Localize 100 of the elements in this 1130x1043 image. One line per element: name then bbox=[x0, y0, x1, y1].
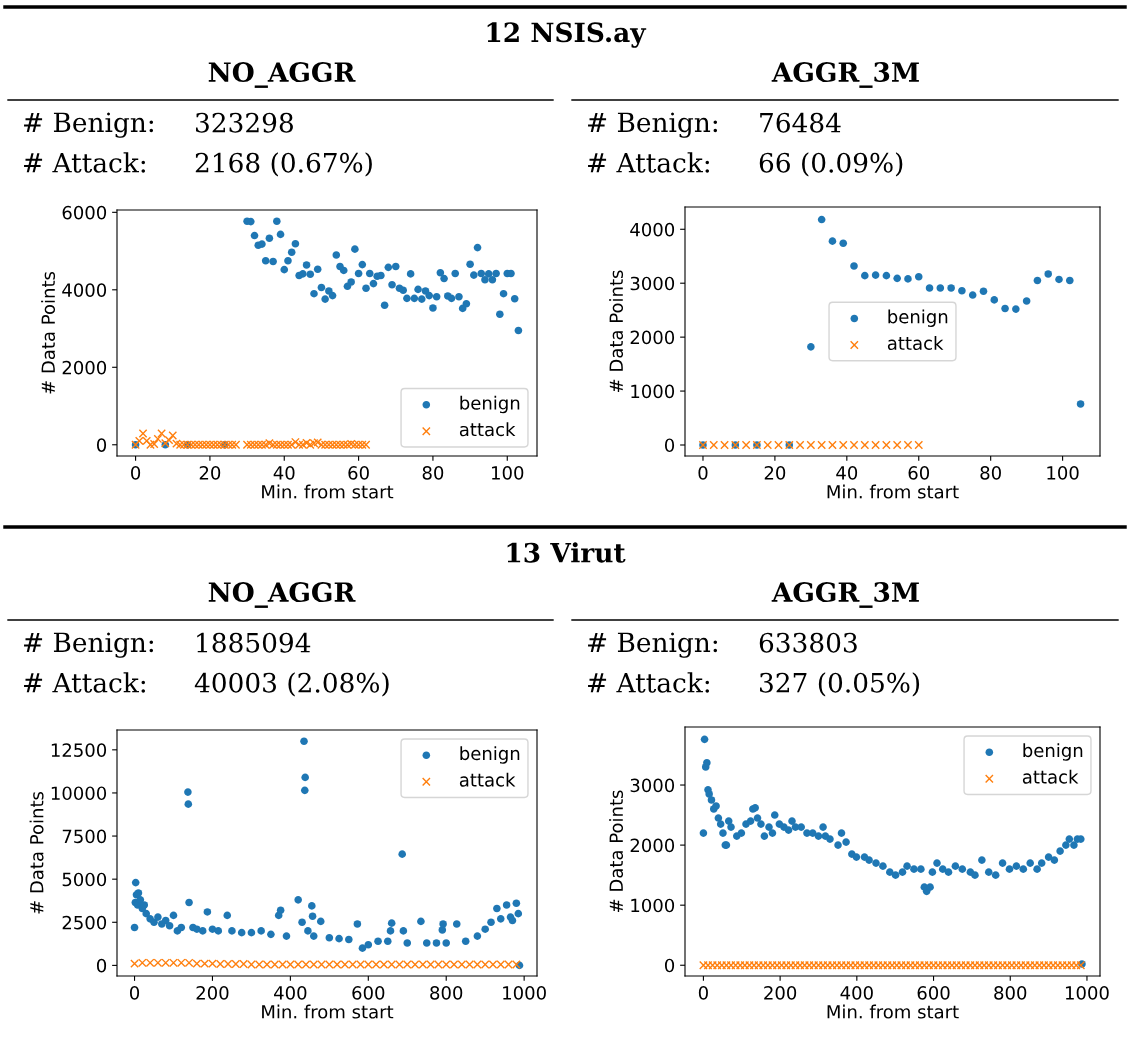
x-tick-label: 0 bbox=[698, 986, 708, 1000]
x-tick-label: 80 bbox=[422, 466, 444, 480]
text: 13 Virut bbox=[507, 542, 626, 563]
point bbox=[720, 440, 729, 450]
point bbox=[947, 284, 955, 292]
point bbox=[871, 271, 880, 279]
y-tick-label: 10000 bbox=[51, 786, 107, 801]
y-tick-label: 5000 bbox=[62, 872, 107, 887]
text: 66 (0.09%) bbox=[759, 152, 903, 177]
y-axis-title: # Data Points bbox=[29, 791, 44, 914]
point bbox=[828, 237, 837, 245]
y-tick-label: 4000 bbox=[630, 222, 675, 237]
y-tick-label: 2000 bbox=[630, 330, 675, 345]
legend-label: attack bbox=[459, 772, 516, 787]
legend-label: attack bbox=[887, 336, 944, 350]
y-tick-label: 0 bbox=[96, 958, 107, 973]
text: 1885094 bbox=[197, 632, 311, 653]
text: # Benign: bbox=[588, 112, 717, 138]
point bbox=[1044, 270, 1053, 278]
y-tick-label: 0 bbox=[664, 958, 675, 973]
point bbox=[1055, 275, 1063, 284]
y-tick-label: 2500 bbox=[62, 915, 107, 930]
text: # Attack: bbox=[588, 672, 709, 693]
point bbox=[709, 440, 719, 450]
legend-label: benign bbox=[460, 395, 520, 414]
y-tick-label: 3000 bbox=[630, 778, 675, 793]
point bbox=[904, 275, 912, 283]
x-tick-label: 0 bbox=[698, 466, 708, 480]
point bbox=[838, 440, 848, 450]
point bbox=[936, 284, 945, 292]
x-tick-label: 20 bbox=[199, 466, 221, 480]
point bbox=[849, 440, 859, 450]
x-tick-label: 40 bbox=[273, 466, 295, 480]
text: 40003 (2.08%) bbox=[194, 672, 389, 697]
point bbox=[839, 239, 848, 248]
x-tick-label: 1000 bbox=[1065, 986, 1109, 1000]
x-tick-label: 400 bbox=[840, 986, 873, 1000]
point bbox=[882, 440, 891, 450]
y-tick-label: 6000 bbox=[62, 205, 107, 220]
x-tick-label: 100 bbox=[492, 466, 524, 480]
legend-label: attack bbox=[1022, 769, 1079, 784]
x-axis-title: Min. from start bbox=[827, 484, 959, 499]
point bbox=[806, 440, 816, 450]
x-axis-title: Min. from start bbox=[827, 1004, 959, 1019]
x-tick-label: 1000 bbox=[503, 986, 546, 1000]
x-tick-label: 400 bbox=[274, 986, 307, 1000]
y-tick-label: 0 bbox=[664, 438, 675, 453]
point bbox=[903, 440, 913, 450]
x-tick-label: 60 bbox=[348, 466, 369, 480]
text: # Benign: bbox=[24, 632, 153, 658]
text: # Attack: bbox=[24, 672, 145, 693]
text: 327 (0.05%) bbox=[760, 672, 920, 697]
point bbox=[1022, 297, 1031, 305]
y-tick-label: 12500 bbox=[51, 743, 107, 757]
y-tick-label: 1000 bbox=[631, 898, 675, 913]
text: 76484 bbox=[760, 112, 841, 133]
x-tick-label: 0 bbox=[131, 466, 141, 480]
chart-title: AGGR_3M bbox=[771, 62, 919, 88]
point bbox=[979, 287, 988, 296]
point bbox=[860, 440, 870, 450]
point bbox=[1033, 276, 1042, 285]
legend-label: benign bbox=[460, 746, 520, 764]
y-tick-label: 0 bbox=[96, 438, 107, 452]
text: # Attack: bbox=[588, 152, 709, 173]
y-tick-label: 1000 bbox=[631, 384, 675, 399]
text: 323298 bbox=[196, 112, 293, 133]
chart-title: AGGR_3M bbox=[771, 582, 919, 608]
point bbox=[968, 291, 977, 299]
point bbox=[807, 343, 815, 351]
chart-title: NO_AGGR bbox=[208, 62, 356, 88]
x-tick-label: 800 bbox=[994, 986, 1027, 1000]
x-tick-label: 600 bbox=[917, 986, 950, 1000]
point bbox=[871, 440, 880, 450]
x-tick-label: 200 bbox=[764, 986, 797, 1000]
point bbox=[817, 215, 826, 224]
x-tick-label: 40 bbox=[836, 466, 858, 480]
point bbox=[893, 274, 901, 283]
x-tick-label: 800 bbox=[430, 986, 463, 1000]
x-tick-label: 600 bbox=[352, 986, 385, 1000]
point bbox=[1076, 400, 1085, 408]
text: 2168 (0.67%) bbox=[195, 152, 372, 177]
point bbox=[1001, 304, 1009, 313]
y-axis-title: # Data Points bbox=[609, 270, 624, 393]
point bbox=[882, 271, 891, 280]
legend-label: benign bbox=[1023, 743, 1083, 761]
point bbox=[861, 271, 869, 280]
x-tick-label: 200 bbox=[196, 986, 229, 1000]
point bbox=[914, 440, 924, 450]
y-tick-label: 3000 bbox=[630, 276, 675, 291]
x-tick-label: 0 bbox=[129, 986, 140, 1000]
x-tick-label: 60 bbox=[908, 466, 930, 480]
text: 633803 bbox=[759, 632, 857, 653]
legend-label: attack bbox=[459, 422, 516, 437]
point bbox=[828, 440, 837, 450]
point bbox=[1012, 305, 1020, 313]
point bbox=[990, 296, 999, 304]
text: # Attack: bbox=[24, 152, 145, 173]
point bbox=[914, 272, 923, 281]
legend-label: benign bbox=[888, 309, 948, 327]
point bbox=[958, 286, 966, 295]
